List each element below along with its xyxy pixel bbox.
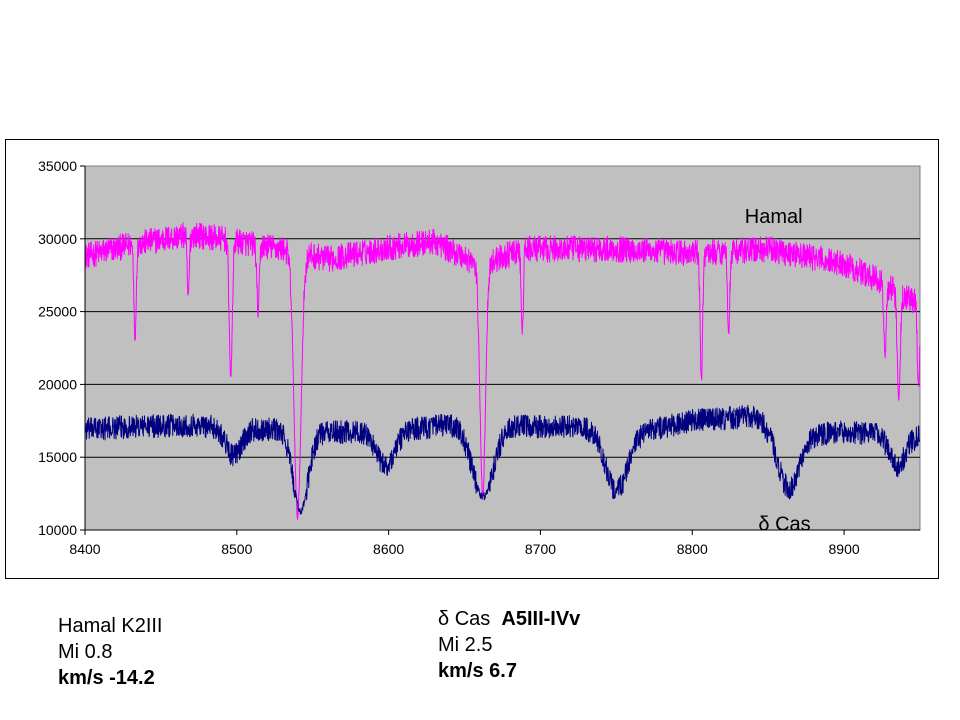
- series-line-delta-cas: [84, 404, 921, 515]
- series-label-delta-cas: δ Cas: [758, 513, 810, 535]
- y-tick-label: 25000: [38, 304, 77, 320]
- delta-cas-mi: Mi 2.5: [438, 634, 493, 656]
- hamal-caption: Hamal K2III Mi 0.8 km/s -14.2: [58, 613, 162, 691]
- spectrum-chart: 10000 15000 20000 25000 30000 35000 8400 8500 86…: [38, 158, 921, 557]
- hamal-kms: km/s -14.2: [58, 667, 155, 689]
- delta-cas-kms: km/s 6.7: [438, 660, 517, 682]
- delta-cas-type: A5III-IVv: [501, 608, 581, 630]
- x-tick-label: 8400: [69, 541, 100, 557]
- x-tick-label: 8500: [221, 541, 252, 557]
- x-tick-label: 8900: [829, 541, 860, 557]
- y-tick-label: 10000: [38, 522, 77, 538]
- y-tick-label: 35000: [38, 158, 77, 174]
- x-tick-label: 8600: [373, 541, 404, 557]
- series-line-hamal: [84, 222, 921, 520]
- series-label-hamal: Hamal: [745, 206, 803, 228]
- chart-frame: 10000 15000 20000 25000 30000 35000 8400 8500 86…: [5, 139, 939, 579]
- y-tick-label: 30000: [38, 231, 77, 247]
- y-tick-label: 20000: [38, 376, 77, 392]
- hamal-mi: Mi 0.8: [58, 641, 113, 663]
- delta-cas-name: δ Cas: [438, 608, 491, 630]
- x-tick-label: 8700: [525, 541, 556, 557]
- hamal-name: Hamal K2III: [58, 615, 163, 637]
- delta-cas-caption: δ Cas A5III-IVv Mi 2.5 km/s 6.7: [438, 606, 580, 684]
- x-tick-label: 8800: [677, 541, 708, 557]
- y-tick-label: 15000: [38, 449, 77, 465]
